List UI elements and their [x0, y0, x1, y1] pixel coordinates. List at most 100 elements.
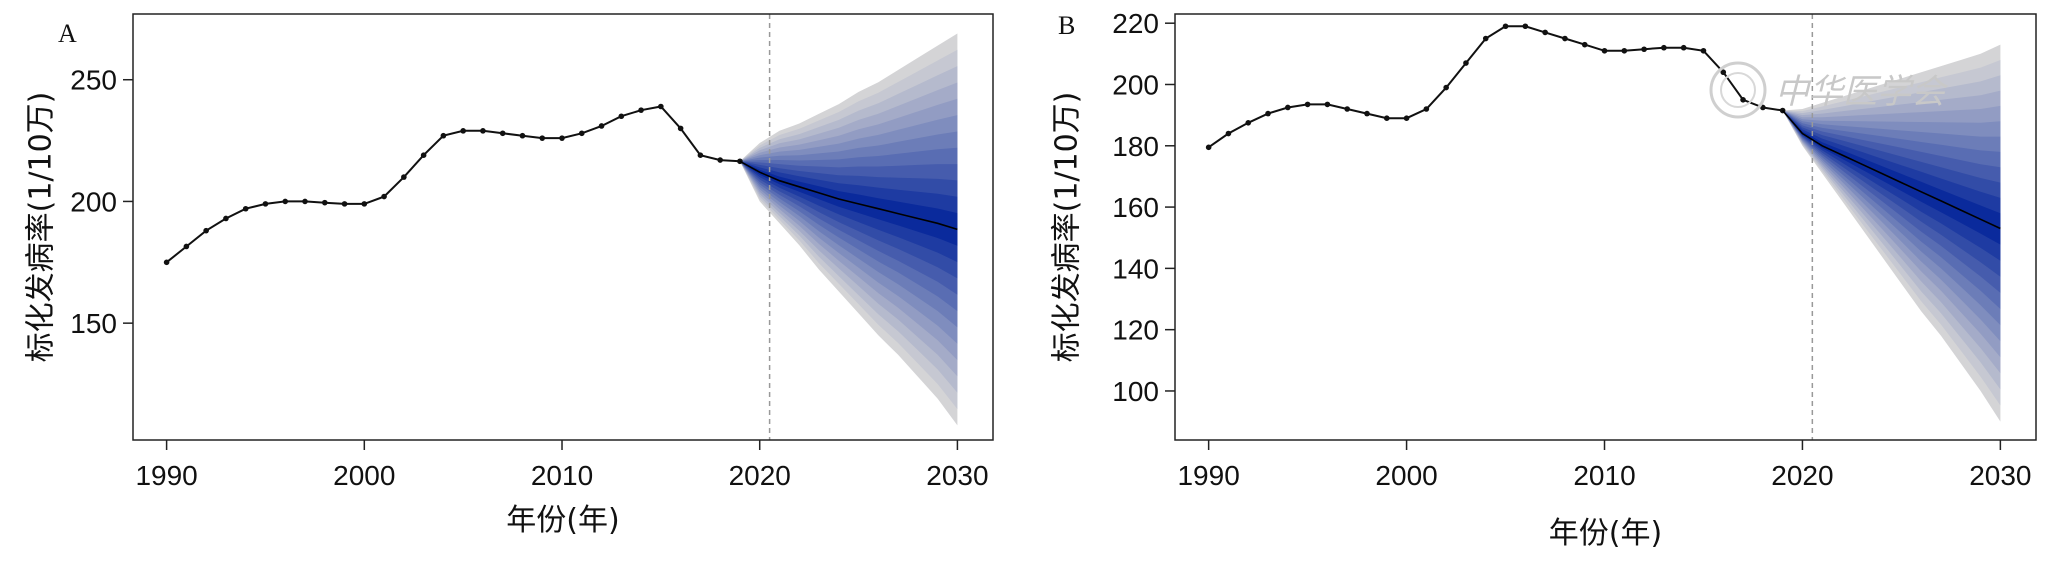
observed-point: [1601, 47, 1608, 54]
observed-point: [203, 227, 209, 234]
observed-series-line: [1208, 25, 1783, 149]
y-axis: 150 200 250: [70, 65, 133, 339]
observed-point: [183, 243, 190, 250]
y-tick-label: 220: [1112, 8, 1159, 39]
x-tick-label: 2020: [729, 460, 791, 491]
x-tick-label: 1990: [135, 460, 197, 491]
observed-point: [1542, 29, 1548, 36]
observed-point: [1245, 119, 1252, 126]
observed-point: [598, 123, 605, 129]
observed-point: [658, 103, 664, 110]
y-tick-label: 180: [1112, 131, 1159, 162]
y-tick-label: 200: [70, 186, 117, 217]
observed-point: [1661, 44, 1667, 51]
panel-letter: B: [1058, 11, 1075, 40]
x-tick-label: 2000: [333, 460, 395, 491]
x-tick-label: 1990: [1177, 460, 1239, 491]
observed-point: [539, 135, 546, 141]
observed-point: [1621, 47, 1628, 54]
x-axis-title: 年份(年): [506, 503, 619, 538]
x-tick-label: 2000: [1375, 460, 1437, 491]
observed-point: [638, 107, 644, 113]
observed-point: [697, 152, 704, 158]
plot-frame: [1174, 13, 2037, 441]
plot-frame: [132, 13, 994, 441]
observed-point: [578, 130, 585, 137]
observed-point: [1641, 46, 1647, 53]
observed-point: [1285, 104, 1291, 111]
y-tick-label: 120: [1112, 315, 1159, 346]
observed-point: [1304, 101, 1311, 108]
observed-point: [1383, 115, 1390, 122]
observed-point: [618, 113, 625, 120]
observed-point: [381, 193, 387, 200]
x-tick-label: 2030: [926, 460, 988, 491]
x-axis: 1990 2000 2010 2020 2030: [135, 440, 989, 491]
y-tick-label: 140: [1112, 253, 1159, 284]
seal-icon: [1709, 61, 1767, 119]
seal-inner-ring: [1720, 72, 1756, 108]
observed-point: [1463, 60, 1469, 66]
forecast-mean-line: [1781, 109, 2001, 230]
observed-point: [440, 132, 447, 139]
watermark-text: 中华医学会: [1775, 72, 1949, 112]
y-tick-label: 100: [1112, 376, 1159, 407]
y-axis-title: 标化发病率(1/10万): [1050, 92, 1085, 363]
x-tick-label: 2010: [531, 460, 593, 491]
observed-point: [1225, 130, 1232, 137]
observed-point: [1265, 110, 1271, 117]
observed-point: [1364, 110, 1370, 117]
x-axis: 1990 2000 2010 2020 2030: [1177, 440, 2032, 491]
observed-point: [1740, 97, 1746, 103]
y-tick-label: 250: [70, 65, 117, 96]
x-tick-label: 2030: [1969, 460, 2031, 491]
observed-point: [420, 152, 427, 158]
observed-point: [1562, 35, 1568, 42]
observed-points: [163, 103, 743, 266]
observed-point: [341, 201, 348, 207]
y-axis: 100 120 140 160 180 200 220: [1112, 8, 1175, 407]
observed-point: [1205, 144, 1212, 151]
y-axis-title: 标化发病率(1/10万): [24, 92, 59, 363]
forecast-fan: [739, 33, 958, 426]
observed-point: [1482, 35, 1489, 42]
observed-point: [321, 199, 328, 206]
observed-point: [1700, 47, 1707, 54]
observed-points: [1205, 23, 1786, 151]
observed-point: [1522, 23, 1529, 30]
forecast-band-12: [739, 161, 958, 246]
observed-point: [460, 128, 466, 134]
y-tick-label: 150: [70, 308, 117, 339]
observed-point: [1443, 84, 1449, 91]
observed-point: [302, 198, 308, 205]
observed-point: [519, 132, 526, 139]
observed-point: [1423, 106, 1430, 112]
observed-point: [1680, 44, 1687, 51]
panel-letter: A: [58, 19, 77, 48]
y-tick-label: 200: [1112, 69, 1159, 100]
x-tick-label: 2020: [1771, 460, 1833, 491]
observed-point: [242, 205, 249, 212]
observed-point: [223, 215, 229, 222]
x-tick-label: 2010: [1573, 460, 1635, 491]
chart-panel-b: B 1990 2000 2010 2020 2030 100 120 140 160 180 20…: [1050, 8, 2037, 551]
observed-point: [1581, 41, 1588, 48]
observed-point: [1344, 106, 1350, 112]
observed-point: [559, 135, 565, 141]
x-axis-title: 年份(年): [1549, 516, 1662, 551]
observed-point: [677, 125, 684, 132]
observed-point: [262, 201, 269, 207]
observed-point: [1720, 69, 1727, 76]
observed-point: [1403, 115, 1410, 122]
observed-point: [499, 130, 506, 137]
forecast-fan: [1782, 44, 2001, 422]
observed-point: [282, 198, 289, 205]
observed-series-line: [165, 105, 740, 264]
observed-point: [480, 128, 486, 134]
observed-point: [401, 174, 407, 180]
watermark-logo: 中华医学会: [1709, 61, 1949, 119]
chart-panel-a: A 1990 2000 2010 2020 2030 150 200 250 年份(年) 标…: [24, 13, 994, 538]
observed-point: [1324, 101, 1331, 108]
y-tick-label: 160: [1112, 192, 1159, 223]
